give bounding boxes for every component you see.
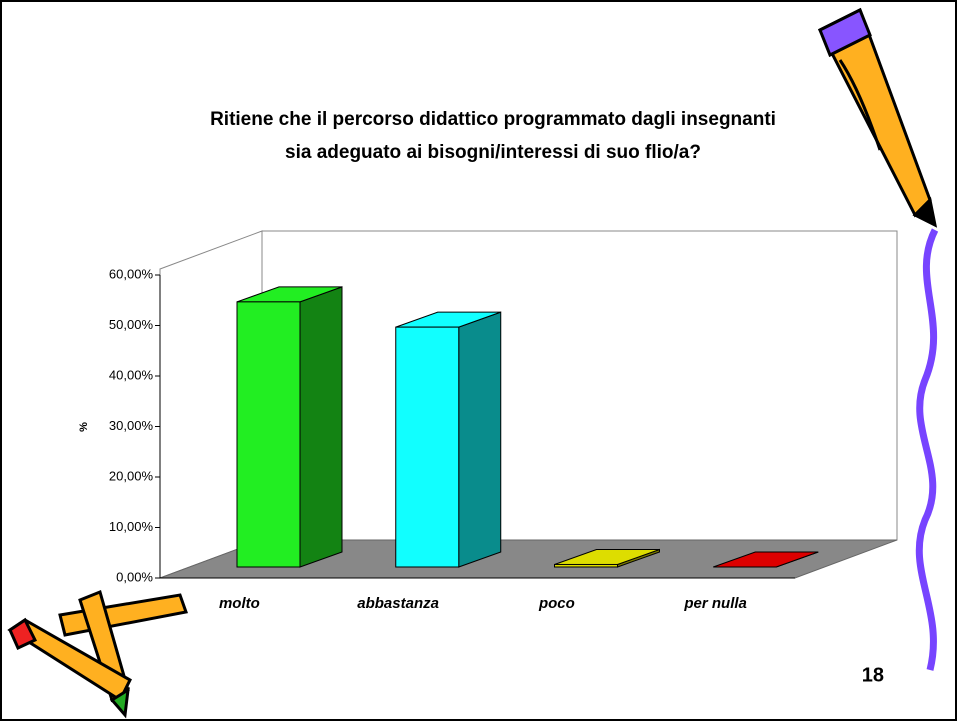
- y-tick-label: 30,00%: [109, 418, 154, 433]
- back-wall: [262, 231, 897, 540]
- bar: [237, 302, 300, 567]
- y-tick-label: 60,00%: [109, 266, 154, 281]
- page-number: 18: [862, 664, 884, 686]
- slide: Ritiene che il percorso didattico progra…: [0, 0, 957, 721]
- x-tick-label: per nulla: [683, 595, 747, 612]
- y-tick-label: 10,00%: [109, 519, 154, 534]
- y-tick-label: 0,00%: [116, 569, 153, 584]
- x-tick-label: poco: [538, 595, 575, 612]
- bar: [555, 564, 618, 567]
- chart-title: sia adeguato ai bisogni/interessi di suo…: [285, 142, 701, 163]
- x-tick-label: abbastanza: [357, 595, 439, 612]
- y-tick-label: 50,00%: [109, 317, 154, 332]
- chart-title: Ritiene che il percorso didattico progra…: [210, 109, 776, 130]
- y-tick-label: 40,00%: [109, 367, 154, 382]
- y-tick-label: 20,00%: [109, 468, 154, 483]
- y-axis-label: %: [78, 422, 90, 432]
- bar-side: [300, 287, 342, 567]
- bar: [396, 327, 459, 567]
- x-tick-label: molto: [219, 595, 260, 612]
- bar-side: [459, 312, 501, 567]
